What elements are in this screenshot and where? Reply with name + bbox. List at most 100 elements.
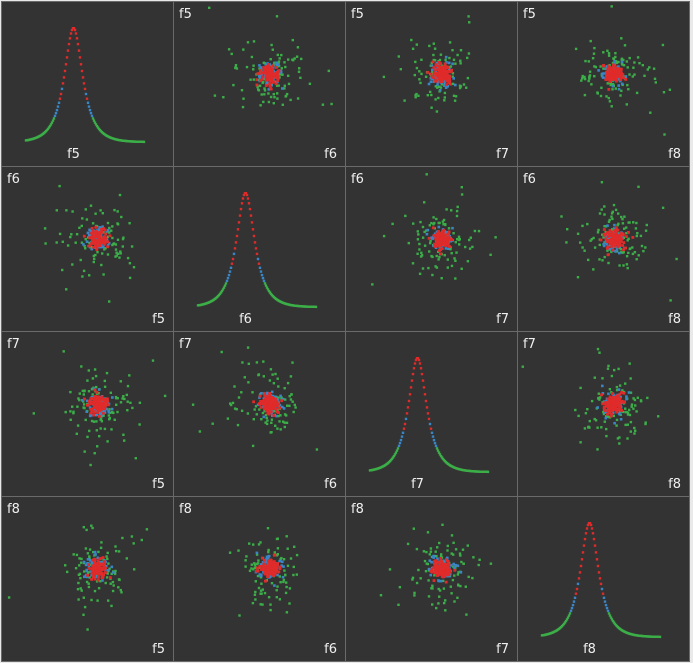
scatter-point [443, 96, 446, 99]
scatter-point [103, 407, 107, 411]
scatter-point [251, 444, 255, 448]
scatter-point [278, 406, 281, 410]
scatter-point [78, 557, 81, 560]
scatter-point [289, 375, 293, 378]
density-point [601, 592, 605, 595]
density-point [46, 127, 50, 131]
scatter-point [603, 411, 607, 414]
scatter-point [76, 588, 80, 591]
scatter-point [421, 236, 425, 239]
scatter-point [610, 215, 613, 218]
density-point [89, 111, 93, 115]
scatter-point [590, 238, 594, 241]
scatter-point [662, 91, 666, 94]
scatter-point [625, 255, 629, 258]
panel-plot [196, 192, 318, 309]
scatter-point [621, 222, 625, 225]
scatter-point [602, 72, 605, 75]
panel-plot [379, 523, 493, 616]
scatter-point [261, 588, 264, 591]
density-point [51, 119, 55, 122]
scatter-point [437, 96, 440, 100]
scatter-point [607, 364, 610, 368]
scatter-point [113, 208, 116, 212]
density-point [396, 447, 400, 450]
scatter-point [593, 246, 597, 249]
scatter-point [444, 55, 448, 59]
density-point [486, 470, 490, 474]
scatter-point [128, 222, 131, 225]
scatter-point [82, 243, 85, 246]
row-feature-label: f5 [523, 7, 536, 22]
scatter-point [607, 399, 611, 403]
scatter-point [452, 58, 456, 61]
scatter-point [633, 251, 637, 254]
scatter-point [110, 229, 113, 232]
scatter-point [459, 49, 463, 52]
scatter-point [241, 361, 244, 364]
scatter-point [446, 241, 450, 245]
scatter-point [634, 404, 637, 407]
scatter-point [598, 212, 602, 215]
scatter-point [607, 220, 611, 223]
density-point [228, 270, 232, 273]
density-point [238, 214, 242, 217]
scatter-point [117, 586, 120, 589]
scatter-point [274, 66, 278, 69]
scatter-point [429, 547, 433, 550]
column-feature-label: f8 [668, 312, 681, 327]
scatter-point [471, 576, 474, 580]
scatter-point [264, 84, 268, 87]
density-point [91, 117, 95, 120]
density-point [573, 596, 577, 599]
density-point [244, 192, 248, 195]
scatter-point [102, 567, 106, 571]
scatter-point [415, 581, 419, 585]
scatter-point [90, 387, 94, 391]
scatter-point [619, 233, 623, 237]
scatter-point [440, 568, 444, 572]
scatter-point [330, 102, 333, 106]
scatter-point [435, 110, 439, 113]
scatter-point [126, 409, 129, 412]
scatter-point [272, 563, 276, 567]
scatter-point [630, 403, 634, 406]
scatter-point [414, 60, 417, 64]
scatter-point [271, 397, 275, 400]
scatter-point [260, 402, 264, 406]
density-point [241, 197, 245, 200]
scatter-point [631, 236, 635, 239]
scatter-point [440, 66, 443, 69]
scatter-point [276, 79, 280, 83]
scatter-point [468, 21, 471, 24]
panel-f6-vs-f7: f6 f7 [345, 166, 518, 332]
scatter-point [439, 572, 443, 576]
density-point [97, 127, 101, 131]
scatter-point [285, 611, 289, 614]
scatter-point [640, 244, 644, 248]
scatter-point [601, 233, 604, 236]
scatter-point [265, 75, 268, 79]
scatter-point [602, 410, 605, 414]
scatter-point [605, 65, 609, 68]
scatter-point [448, 41, 452, 44]
scatter-point [88, 555, 91, 558]
scatter-point [444, 238, 448, 242]
scatter-point [101, 560, 104, 564]
density-point [260, 273, 264, 277]
scatter-point [253, 593, 257, 596]
scatter-point [246, 346, 250, 349]
scatter-point [240, 409, 244, 412]
scatter-point [633, 73, 636, 76]
scatter-point [441, 571, 445, 575]
scatter-point [235, 67, 239, 70]
scatter-point [661, 206, 665, 209]
scatter-point [617, 87, 621, 91]
scatter-point [116, 238, 120, 241]
scatter-point [86, 573, 89, 577]
scatter-point [274, 408, 278, 411]
scatter-point [587, 79, 590, 83]
scatter-point [437, 225, 441, 229]
scatter-point [622, 76, 625, 80]
scatter-point [257, 543, 261, 546]
